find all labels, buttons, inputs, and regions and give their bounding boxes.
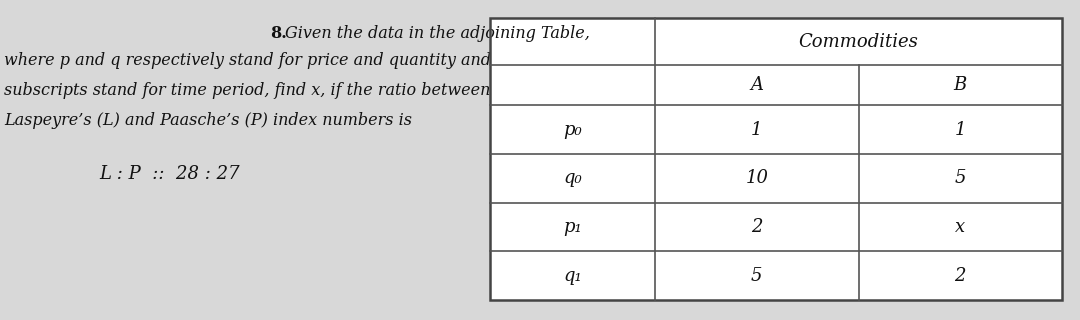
Text: 5: 5 [955,169,966,188]
Text: subscripts stand for time period, find x, if the ratio between: subscripts stand for time period, find x… [4,82,490,99]
Text: where p and q respectively stand for price and quantity and: where p and q respectively stand for pri… [4,52,491,69]
Text: q₀: q₀ [563,169,582,188]
Text: q₁: q₁ [563,267,582,285]
Text: Commodities: Commodities [798,33,918,51]
Text: Laspeyre’s (L) and Paasche’s (P) index numbers is: Laspeyre’s (L) and Paasche’s (P) index n… [4,112,411,129]
Text: x: x [955,218,966,236]
Text: Given the data in the adjoining Table,: Given the data in the adjoining Table, [285,25,590,42]
Text: 2: 2 [751,218,762,236]
Text: p₀: p₀ [563,121,582,139]
Text: A: A [751,76,764,94]
Text: 8.: 8. [270,25,287,42]
Text: 5: 5 [751,267,762,285]
Text: B: B [954,76,967,94]
Text: 2: 2 [955,267,966,285]
Text: 1: 1 [955,121,966,139]
Text: 10: 10 [745,169,768,188]
Text: 1: 1 [751,121,762,139]
Text: p₁: p₁ [563,218,582,236]
Bar [490,18,1062,300]
Text: L : P  ::  28 : 27: L : P :: 28 : 27 [99,165,241,183]
Bar [490,18,1062,300]
